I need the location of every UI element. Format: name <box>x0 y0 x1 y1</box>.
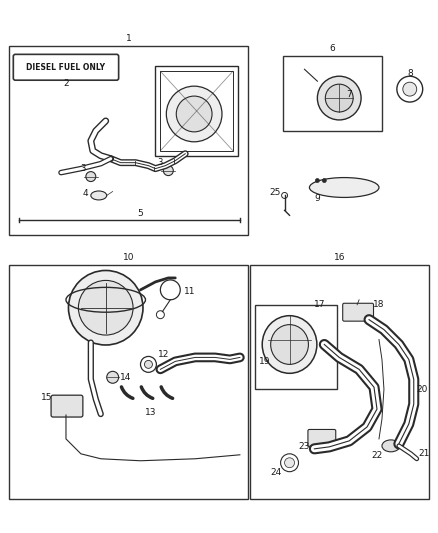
Text: 16: 16 <box>333 253 345 262</box>
Bar <box>283 56 382 131</box>
Ellipse shape <box>91 191 107 200</box>
Text: 20: 20 <box>416 385 427 394</box>
Ellipse shape <box>78 280 133 335</box>
Ellipse shape <box>309 177 379 197</box>
Circle shape <box>325 84 353 112</box>
Text: 14: 14 <box>120 373 131 382</box>
Text: 11: 11 <box>184 287 196 296</box>
Text: 3: 3 <box>80 164 85 173</box>
Text: 7: 7 <box>346 90 352 99</box>
FancyBboxPatch shape <box>308 430 336 446</box>
Circle shape <box>318 76 361 120</box>
Text: 19: 19 <box>259 357 270 366</box>
FancyBboxPatch shape <box>13 54 119 80</box>
Text: 1: 1 <box>126 34 131 43</box>
Circle shape <box>285 458 294 468</box>
Text: 9: 9 <box>314 194 320 203</box>
Circle shape <box>176 96 212 132</box>
FancyBboxPatch shape <box>343 303 374 321</box>
Ellipse shape <box>262 316 317 373</box>
Text: 25: 25 <box>269 188 280 197</box>
FancyArrowPatch shape <box>141 387 153 398</box>
Text: 10: 10 <box>123 253 134 262</box>
Text: 3: 3 <box>158 158 163 167</box>
Bar <box>160 71 233 151</box>
Text: 23: 23 <box>299 442 310 451</box>
Text: 6: 6 <box>329 44 335 53</box>
Text: 5: 5 <box>138 209 143 218</box>
FancyArrowPatch shape <box>121 387 133 398</box>
Text: 8: 8 <box>407 69 413 78</box>
Text: DIESEL FUEL ONLY: DIESEL FUEL ONLY <box>26 63 106 72</box>
Bar <box>155 66 238 156</box>
Text: 18: 18 <box>373 300 385 309</box>
Ellipse shape <box>382 440 400 452</box>
Circle shape <box>86 172 96 182</box>
Bar <box>9 265 248 498</box>
Text: 21: 21 <box>418 449 429 458</box>
Circle shape <box>403 82 417 96</box>
Circle shape <box>315 179 319 182</box>
Circle shape <box>145 360 152 368</box>
Text: 13: 13 <box>145 408 156 417</box>
Bar <box>255 305 337 389</box>
Circle shape <box>166 86 222 142</box>
Circle shape <box>322 179 326 182</box>
Text: 4: 4 <box>83 189 88 198</box>
Bar <box>250 265 429 498</box>
Text: 24: 24 <box>270 468 281 477</box>
Text: 12: 12 <box>158 350 169 359</box>
Bar <box>9 46 248 235</box>
Circle shape <box>107 372 119 383</box>
Text: 22: 22 <box>371 451 383 461</box>
Text: 2: 2 <box>63 79 69 87</box>
Text: 15: 15 <box>41 393 53 402</box>
Circle shape <box>163 166 173 175</box>
Ellipse shape <box>68 270 143 345</box>
Ellipse shape <box>271 325 308 365</box>
Text: 17: 17 <box>314 300 325 309</box>
FancyBboxPatch shape <box>51 395 83 417</box>
FancyArrowPatch shape <box>161 387 173 398</box>
